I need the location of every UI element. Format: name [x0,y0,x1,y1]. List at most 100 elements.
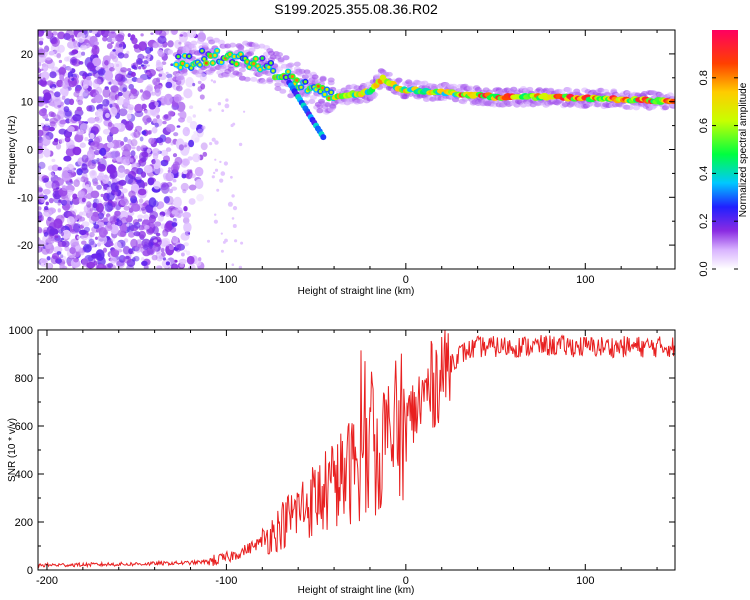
spectrogram-noise-cell [167,49,174,55]
spectrogram-noise-cell [130,139,138,147]
spectrogram-noise-cell [238,265,243,269]
spectrogram-noise-cell [140,207,146,211]
spectrogram-noise-cell [174,244,182,253]
spectrogram-noise-cell [103,217,109,222]
spectrogram-ridge-cell [187,54,191,58]
spectrogram-noise-cell [170,141,174,146]
spectrogram-noise-cell [171,186,178,191]
snr-xtick-label: -100 [215,575,237,587]
spectrogram-noise-cell [181,173,187,179]
spectrogram-noise-cell [46,256,51,261]
spectrogram-noise-cell [61,95,66,100]
spectrogram-ytick-label: 20 [21,49,33,61]
spectrogram-noise-cell [43,209,53,217]
spectrogram-noise-cell [183,222,192,233]
spectrogram-noise-cell [89,30,93,33]
colorbar-tick-label: 0.8 [698,70,710,85]
spectrogram-noise-cell [106,192,115,201]
spectrogram-noise-cell [40,263,45,267]
spectrogram-ridge-cell [290,74,294,79]
spectrogram-noise-cell [163,114,169,120]
spectrogram-noise-cell [102,36,108,42]
spectrogram-noise-cell [134,110,144,118]
spectrogram-noise-cell [157,214,164,222]
spectrogram-halo-cell [626,105,634,111]
spectrogram-noise-cell [88,138,94,143]
spectrogram-noise-cell [118,108,128,117]
spectrogram-noise-cell [175,85,183,92]
spectrogram-noise-cell [97,234,108,245]
spectrogram-noise-cell [78,95,84,101]
spectrogram-ytick-label: -10 [17,192,33,204]
snr-ylabel: SNR (10 * v/v) [7,418,18,482]
spectrogram-noise-cell [112,158,118,164]
spectrogram-halo-cell [238,67,246,73]
spectrogram-noise-cell [152,206,157,212]
spectrogram-ridge-cell [239,52,243,56]
spectrogram-noise-cell [176,243,185,251]
spectrogram-noise-cell [64,230,68,235]
snr-ytick-label: 600 [15,421,33,433]
spectrogram-noise-cell [92,202,98,209]
spectrogram-noise-cell [57,166,62,171]
spectrogram-noise-cell [93,149,101,156]
spectrogram-ylabel: Frequency (Hz) [7,116,18,185]
spectrogram-noise-cell [107,142,115,149]
snr-xtick-label: 100 [576,575,594,587]
spectrogram-ridge-cell [286,70,290,74]
spectrogram-noise-cell [111,37,117,42]
spectrogram-noise-cell [138,198,144,204]
spectrogram-noise-cell [72,244,76,248]
spectrogram-noise-cell [231,263,235,267]
spectrogram-noise-cell [103,221,109,226]
spectrogram-noise-cell [186,128,190,132]
spectrogram-ridge-cell [327,96,331,100]
spectrogram-noise-cell [64,136,71,143]
spectrogram-ridge-cell [329,90,333,94]
spectrogram-noise-cell [44,122,50,127]
spectrogram-halo-cell [196,39,204,45]
spectrogram-noise-cell [116,181,121,185]
spectrogram-noise-cell [188,198,196,205]
spectrogram-halo-cell [248,47,256,53]
spectrogram-noise-cell [134,103,144,114]
spectrogram-noise-cell [151,254,158,261]
spectrogram-noise-cell [65,30,74,41]
spectrogram-ridge-cell [323,92,327,97]
spectrogram-noise-cell [116,219,123,227]
spectrogram-noise-cell [162,232,167,237]
spectrogram-halo-cell [311,74,319,80]
spectrogram-noise-cell [195,178,204,190]
spectrogram-noise-cell [151,91,156,96]
spectrogram-noise-cell [59,138,65,144]
snr-xtick-label: 0 [403,575,409,587]
spectrogram-noise-cell [70,34,75,39]
spectrogram-noise-cell [38,198,42,204]
spectrogram-noise-cell [38,108,47,117]
spectrogram-noise-cell [179,263,185,268]
spectrogram-noise-cell [77,190,86,199]
spectrogram-noise-cell [76,31,86,43]
spectrogram-noise-cell [94,41,99,46]
spectrogram-noise-cell [87,117,96,124]
spectrogram-noise-cell [189,120,198,130]
spectrogram-noise-cell [130,238,138,248]
spectrogram-noise-cell [40,122,45,127]
spectrogram-noise-cell [127,97,131,100]
spectrogram-noise-cell [160,149,169,157]
spectrogram-noise-cell [166,73,173,79]
spectrogram-noise-cell [45,105,49,108]
spectrogram-noise-cell [81,51,86,56]
spectrogram-noise-cell [99,172,103,176]
spectrogram-noise-cell [240,241,244,245]
spectrogram-noise-cell [80,44,87,51]
spectrogram-noise-cell [63,155,72,162]
spectrogram-halo-cell [385,71,393,77]
spectrogram-noise-cell [38,40,44,46]
spectrogram-noise-cell [46,80,54,86]
spectrogram-noise-cell [89,208,94,212]
spectrogram-noise-cell [127,104,134,111]
colorbar-tick-label: 0.4 [698,166,710,181]
spectrogram-noise-cell [188,184,197,191]
spectrogram-noise-cell [76,106,83,112]
